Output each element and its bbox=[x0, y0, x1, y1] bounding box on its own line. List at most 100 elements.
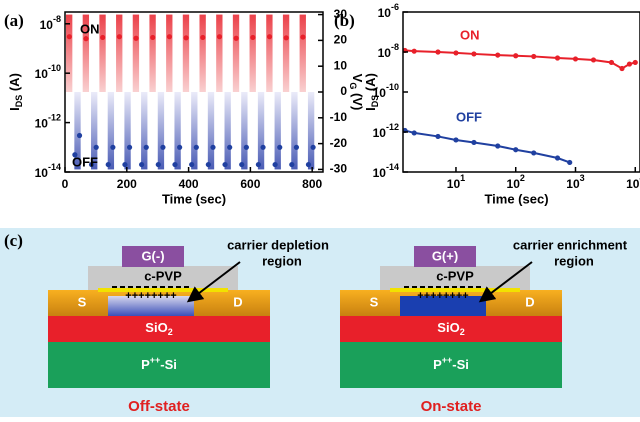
data-point bbox=[210, 144, 216, 150]
data-point bbox=[435, 133, 441, 140]
tick-label-base: 10 bbox=[35, 117, 49, 131]
axis-label: IDS (A) bbox=[7, 73, 24, 111]
tick-label-base: 10 bbox=[626, 177, 640, 191]
data-point bbox=[572, 56, 579, 62]
tick-label: 200 bbox=[117, 177, 137, 191]
tick-label-base: 10 bbox=[35, 166, 49, 180]
data-point bbox=[310, 144, 316, 150]
gate-pulse bbox=[282, 14, 290, 93]
x-axis-label: Time (sec) bbox=[162, 191, 226, 206]
gate-pulse bbox=[141, 92, 148, 170]
tick-label-exponent: -12 bbox=[48, 113, 61, 123]
tick-label-exponent: -8 bbox=[53, 14, 61, 24]
axis-label-sub: G bbox=[348, 82, 358, 89]
data-point bbox=[293, 144, 300, 150]
data-point bbox=[189, 161, 195, 168]
data-point bbox=[619, 65, 625, 72]
data-point bbox=[72, 152, 78, 158]
gate-pulse bbox=[174, 92, 181, 170]
tick-label-base: 10 bbox=[373, 166, 387, 180]
device: P++-Si SiO2 S Dc-PVP G(+) ++++++++ carrier enr… bbox=[340, 237, 628, 415]
gate bbox=[122, 246, 184, 267]
dielectric-label: c-PVP bbox=[144, 268, 182, 283]
oxide bbox=[340, 316, 562, 342]
tick-label-exponent: -14 bbox=[48, 162, 61, 172]
y2-tick-label: -30 bbox=[330, 162, 348, 176]
tick-label-base: 10 bbox=[373, 126, 387, 140]
interface-layer bbox=[390, 288, 520, 292]
tick-label: 10-8 bbox=[378, 42, 399, 60]
source-label: S bbox=[370, 294, 379, 309]
axis-label-main: I bbox=[363, 107, 378, 111]
tick-label-exponent: -8 bbox=[391, 42, 399, 52]
tick-label-base: 10 bbox=[35, 67, 49, 81]
state-label: Off-state bbox=[128, 398, 190, 415]
substrate-text: -Si bbox=[452, 357, 469, 372]
data-point bbox=[88, 161, 95, 168]
data-point bbox=[411, 48, 417, 54]
oxide bbox=[48, 316, 270, 342]
substrate bbox=[340, 342, 562, 388]
gate-pulse bbox=[307, 92, 315, 170]
axis-label-unit: (A) bbox=[7, 73, 22, 95]
charges: ++++++++ bbox=[125, 290, 176, 302]
substrate-text: P bbox=[433, 357, 442, 372]
data-point bbox=[471, 139, 477, 146]
device: P++-Si SiO2 S Dc-PVP G(-) ++++++++ carrier dep… bbox=[48, 237, 329, 415]
data-point bbox=[183, 35, 189, 41]
gate-pulse bbox=[182, 14, 190, 93]
substrate bbox=[48, 342, 270, 388]
annotation: carrier depletion bbox=[227, 237, 329, 252]
data-point bbox=[495, 52, 501, 58]
gate-pulse bbox=[232, 14, 240, 93]
y2-tick-label: 10 bbox=[334, 58, 348, 72]
data-point bbox=[126, 144, 133, 150]
y2-tick-label: -10 bbox=[330, 110, 348, 124]
annotation: carrier enrichment bbox=[513, 237, 628, 252]
gate-pulse bbox=[107, 92, 115, 170]
data-point bbox=[453, 137, 459, 143]
tick-label: 104 bbox=[626, 173, 640, 191]
gate-pulse bbox=[241, 92, 248, 170]
gate-label: G(+) bbox=[432, 248, 458, 263]
data-point bbox=[76, 132, 83, 139]
data-point bbox=[590, 57, 597, 63]
gate-pulse bbox=[74, 92, 81, 170]
tick-label: 10-6 bbox=[378, 2, 399, 20]
channel bbox=[400, 296, 486, 316]
tick-label: 103 bbox=[566, 173, 584, 191]
data-point bbox=[567, 159, 573, 166]
series-label: ON bbox=[460, 27, 480, 42]
tick-label-exponent: -12 bbox=[386, 122, 399, 132]
tick-label-exponent: -6 bbox=[391, 2, 399, 12]
y2-tick-label: 20 bbox=[334, 33, 348, 47]
panel-label: (a) bbox=[4, 11, 24, 30]
tick-label: 400 bbox=[179, 177, 199, 191]
charges: ++++++++ bbox=[417, 290, 468, 302]
substrate-sup: ++ bbox=[442, 355, 453, 365]
tick-label: 10-14 bbox=[35, 162, 61, 180]
data-point bbox=[227, 144, 233, 150]
data-point bbox=[93, 144, 99, 150]
data-point bbox=[216, 34, 223, 40]
data-point bbox=[222, 161, 228, 168]
data-point bbox=[105, 161, 111, 168]
data-point bbox=[531, 150, 537, 156]
data-point bbox=[200, 34, 206, 41]
source-label: S bbox=[78, 294, 87, 309]
series-line bbox=[404, 129, 571, 164]
data-point bbox=[160, 144, 166, 150]
data-point bbox=[243, 144, 249, 150]
oxide-label: SiO2 bbox=[437, 320, 464, 337]
substrate-label: P++-Si bbox=[433, 355, 469, 372]
tick-label: 10-14 bbox=[373, 162, 399, 180]
data-point bbox=[66, 34, 72, 40]
tick-label: 10-10 bbox=[35, 64, 61, 82]
gate-pulse bbox=[99, 14, 106, 93]
data-point bbox=[150, 34, 156, 41]
data-point bbox=[116, 34, 122, 40]
plot-area bbox=[403, 47, 638, 166]
drain-label: D bbox=[233, 294, 242, 309]
x-axis-label: Time (sec) bbox=[484, 191, 548, 206]
